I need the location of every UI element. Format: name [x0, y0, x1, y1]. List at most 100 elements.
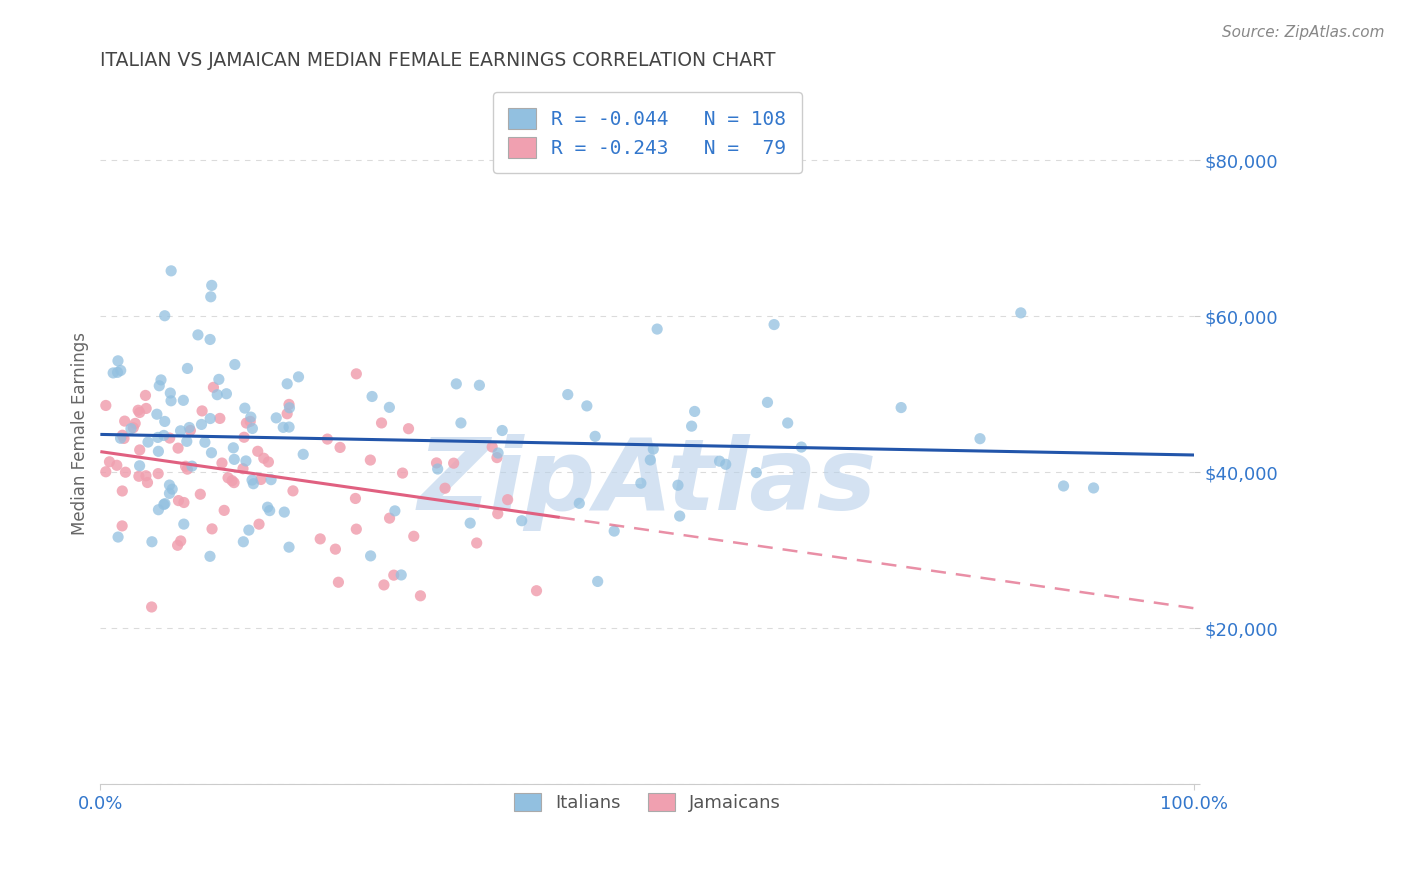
- Point: [159, 431, 181, 445]
- Point: [586, 574, 609, 589]
- Point: [890, 401, 912, 415]
- Point: [167, 441, 190, 455]
- Point: [1083, 481, 1105, 495]
- Point: [111, 519, 134, 533]
- Point: [179, 424, 201, 438]
- Point: [221, 474, 243, 488]
- Point: [176, 434, 198, 449]
- Point: [281, 483, 304, 498]
- Point: [224, 358, 246, 372]
- Point: [434, 481, 457, 495]
- Point: [191, 404, 214, 418]
- Point: [292, 447, 315, 461]
- Point: [1052, 479, 1074, 493]
- Text: Source: ZipAtlas.com: Source: ZipAtlas.com: [1222, 25, 1385, 40]
- Point: [239, 410, 262, 425]
- Point: [127, 403, 149, 417]
- Point: [640, 453, 662, 467]
- Point: [153, 497, 176, 511]
- Point: [136, 435, 159, 450]
- Point: [575, 399, 598, 413]
- Point: [128, 469, 150, 483]
- Point: [201, 278, 224, 293]
- Point: [240, 473, 263, 487]
- Point: [468, 378, 491, 392]
- Point: [278, 397, 301, 411]
- Point: [135, 401, 157, 416]
- Point: [114, 465, 136, 479]
- Point: [510, 514, 533, 528]
- Point: [389, 568, 412, 582]
- Point: [146, 467, 169, 481]
- Point: [709, 454, 731, 468]
- Point: [188, 487, 211, 501]
- Point: [668, 509, 690, 524]
- Point: [110, 363, 132, 377]
- Point: [136, 475, 159, 490]
- Point: [198, 333, 221, 347]
- Point: [776, 416, 799, 430]
- Point: [170, 533, 193, 548]
- Point: [681, 419, 703, 434]
- Point: [409, 589, 432, 603]
- Point: [173, 517, 195, 532]
- Point: [465, 536, 488, 550]
- Point: [208, 372, 231, 386]
- Point: [485, 450, 508, 465]
- Point: [309, 532, 332, 546]
- Point: [208, 411, 231, 425]
- Point: [491, 424, 513, 438]
- Point: [120, 422, 142, 436]
- Point: [114, 414, 136, 428]
- Point: [141, 599, 163, 614]
- Point: [174, 459, 197, 474]
- Point: [200, 411, 222, 425]
- Point: [94, 465, 117, 479]
- Point: [187, 327, 209, 342]
- Point: [278, 401, 301, 415]
- Point: [790, 440, 813, 454]
- Point: [666, 478, 689, 492]
- Point: [107, 530, 129, 544]
- Point: [373, 578, 395, 592]
- Point: [169, 424, 191, 438]
- Point: [128, 458, 150, 473]
- Point: [153, 428, 176, 442]
- Point: [278, 420, 301, 434]
- Point: [425, 456, 447, 470]
- Point: [756, 395, 779, 409]
- Point: [714, 458, 737, 472]
- Point: [105, 458, 128, 473]
- Point: [128, 442, 150, 457]
- Point: [359, 453, 381, 467]
- Point: [242, 421, 264, 435]
- Point: [217, 471, 239, 485]
- Point: [1010, 306, 1032, 320]
- Point: [603, 524, 626, 538]
- Point: [496, 492, 519, 507]
- Point: [160, 393, 183, 408]
- Point: [166, 538, 188, 552]
- Point: [176, 462, 198, 476]
- Point: [278, 540, 301, 554]
- Y-axis label: Median Female Earnings: Median Female Earnings: [72, 332, 89, 535]
- Point: [110, 431, 132, 445]
- Point: [630, 476, 652, 491]
- Point: [224, 452, 246, 467]
- Point: [176, 361, 198, 376]
- Point: [202, 380, 225, 394]
- Point: [232, 461, 254, 475]
- Point: [645, 322, 668, 336]
- Point: [159, 478, 181, 492]
- Point: [259, 503, 281, 517]
- Point: [149, 373, 172, 387]
- Point: [378, 401, 401, 415]
- Point: [481, 440, 503, 454]
- Point: [238, 523, 260, 537]
- Point: [222, 475, 245, 490]
- Point: [111, 483, 134, 498]
- Point: [382, 568, 405, 582]
- Point: [264, 410, 287, 425]
- Point: [194, 435, 217, 450]
- Point: [568, 496, 591, 510]
